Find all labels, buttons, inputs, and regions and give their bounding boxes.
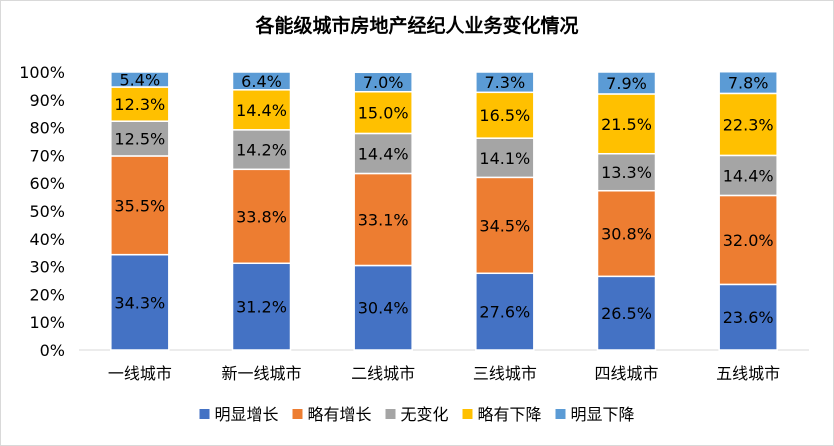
bar-segment [231, 262, 292, 351]
y-tick-label: 10% [29, 313, 65, 332]
bar-segment [475, 137, 535, 179]
bar-segment [353, 71, 413, 93]
legend-label: 略有增长 [308, 405, 372, 424]
y-tick-label: 40% [29, 230, 65, 249]
bar-segment [596, 71, 657, 95]
bar-segment [475, 272, 535, 351]
y-tick-label: 0% [40, 341, 65, 360]
bar-segment [596, 189, 657, 278]
bar-segment [718, 283, 778, 351]
data-label: 14.2% [236, 141, 287, 160]
y-tick-label: 80% [29, 119, 65, 138]
data-label: 7.9% [606, 74, 647, 93]
bar-segment [475, 176, 535, 275]
legend-label: 明显下降 [571, 405, 635, 424]
bar-segment [596, 93, 657, 155]
data-label: 5.4% [120, 71, 161, 90]
data-label: 6.4% [241, 72, 282, 91]
data-label: 14.4% [723, 166, 774, 185]
bar-segment [231, 129, 292, 171]
data-label: 15.0% [358, 104, 409, 123]
data-label: 7.3% [485, 73, 526, 92]
bar-segment [475, 71, 535, 94]
bar-segment [353, 172, 413, 267]
x-tick-label: 四线城市 [594, 364, 658, 383]
bar-segment [718, 70, 778, 95]
x-tick-label: 二线城市 [351, 364, 415, 383]
bar-segment [231, 71, 292, 91]
bar-segment [718, 194, 778, 286]
data-label: 35.5% [114, 196, 165, 215]
data-label: 31.2% [236, 298, 287, 317]
y-tick-label: 20% [29, 285, 65, 304]
chart-title: 各能级城市房地产经纪人业务变化情况 [255, 15, 579, 37]
data-label: 14.1% [479, 149, 530, 168]
y-tick-label: 100% [19, 63, 65, 82]
data-label: 32.0% [723, 231, 774, 250]
x-tick-label: 五线城市 [716, 364, 780, 383]
bar-segment [110, 155, 170, 256]
bar-segment [110, 86, 170, 122]
x-tick-label: 三线城市 [473, 364, 537, 383]
legend-swatch [555, 409, 566, 419]
data-label: 33.8% [236, 207, 287, 226]
data-label: 34.5% [479, 216, 530, 235]
data-label: 13.3% [601, 163, 652, 182]
x-tick-label: 新一线城市 [221, 364, 301, 383]
bar-segment [718, 92, 778, 157]
data-label: 16.5% [479, 106, 530, 125]
bar-segment [475, 91, 535, 139]
legend-swatch [385, 409, 396, 419]
y-tick-label: 70% [29, 146, 65, 165]
legend-label: 略有下降 [478, 405, 542, 424]
y-tick-label: 50% [29, 202, 65, 221]
data-label: 12.5% [114, 130, 165, 149]
bar-segment [353, 264, 413, 351]
y-tick-label: 90% [29, 91, 65, 110]
data-label: 26.5% [601, 304, 652, 323]
legend-swatch [462, 409, 473, 419]
bar-segment [110, 253, 170, 351]
bar-segment [718, 154, 778, 197]
data-label: 14.4% [236, 101, 287, 120]
bar-segment [353, 132, 413, 175]
data-label: 21.5% [601, 115, 652, 134]
bar-segment [231, 168, 292, 265]
legend-swatch [292, 409, 303, 419]
data-label: 12.3% [114, 95, 165, 114]
y-tick-label: 60% [29, 174, 65, 193]
bar-segment [110, 71, 170, 88]
data-label: 22.3% [723, 115, 774, 134]
data-label: 7.8% [728, 74, 769, 93]
y-tick-label: 30% [29, 258, 65, 277]
bar-segment [596, 275, 657, 351]
legend-label: 无变化 [401, 405, 449, 424]
x-tick-label: 一线城市 [108, 364, 172, 383]
data-label: 30.4% [358, 299, 409, 318]
data-label: 23.6% [723, 308, 774, 327]
bar-segment [110, 120, 170, 157]
legend-label: 明显增长 [215, 405, 279, 424]
legend-swatch [199, 409, 210, 419]
bar-segment [596, 152, 657, 192]
data-label: 7.0% [363, 73, 404, 92]
data-label: 33.1% [358, 210, 409, 229]
data-label: 34.3% [114, 293, 165, 312]
data-label: 30.8% [601, 225, 652, 244]
data-label: 14.4% [358, 144, 409, 163]
bar-segment [231, 89, 292, 131]
data-label: 27.6% [479, 303, 530, 322]
